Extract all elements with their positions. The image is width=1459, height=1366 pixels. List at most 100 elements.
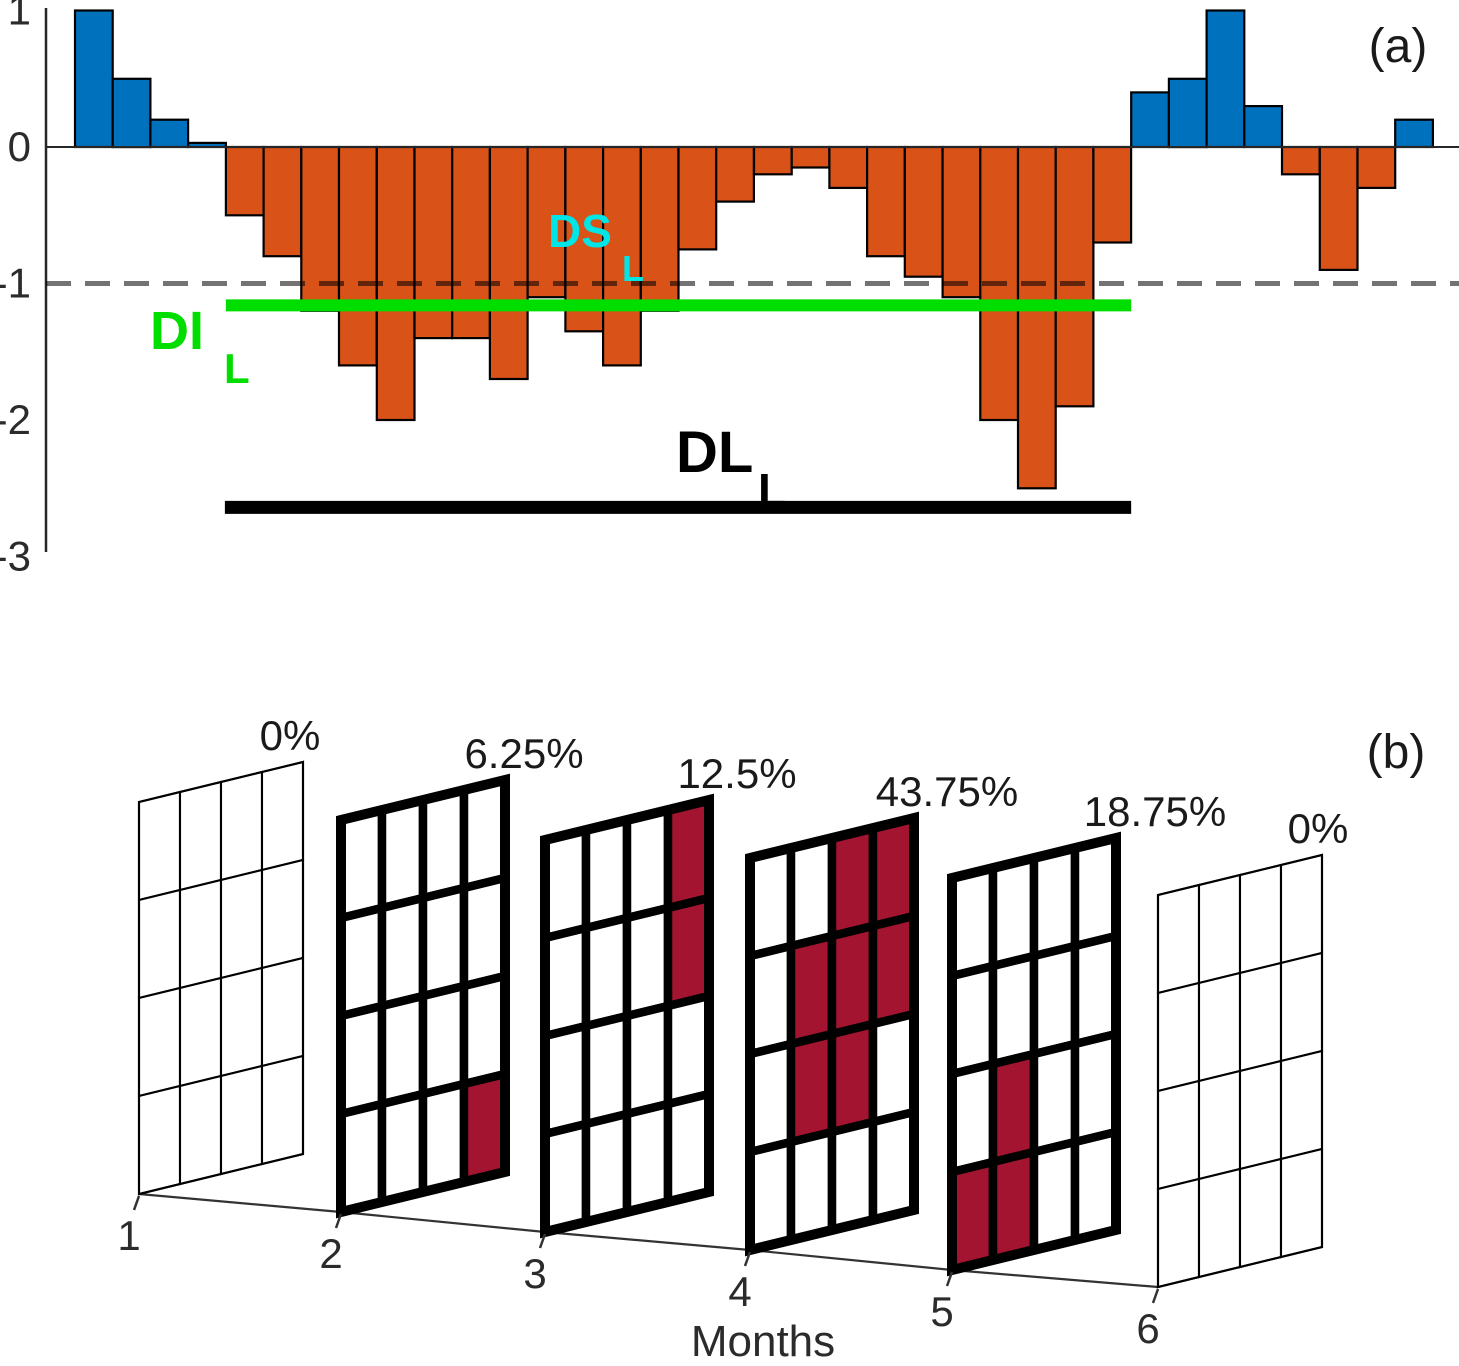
grid-cell <box>260 956 305 1068</box>
month-grid-1 <box>137 760 305 1196</box>
grid-cell <box>178 976 223 1088</box>
grid-outline <box>1156 853 1324 1289</box>
month-tick-label: 4 <box>728 1268 751 1315</box>
grid-cell <box>1070 832 1121 952</box>
grid-cell <box>418 980 469 1100</box>
bar-positive <box>1243 104 1284 149</box>
grid-cell <box>418 784 469 904</box>
di-label-subscript: L <box>224 345 250 392</box>
grid-cell <box>260 1054 305 1166</box>
grid-cell <box>1238 1157 1283 1269</box>
highlighted-cell <box>827 1018 878 1138</box>
grid-cell <box>1029 1136 1080 1256</box>
grid-cell <box>540 1020 591 1140</box>
ds-label-subscript: L <box>622 248 644 289</box>
grid-cell <box>219 868 264 980</box>
highlighted-cell <box>663 794 714 914</box>
grid-outline <box>947 831 1121 1277</box>
grid-cell <box>1029 940 1080 1060</box>
bar-negative <box>1318 145 1359 272</box>
month-tick-label: 1 <box>117 1212 140 1259</box>
grid-cell <box>663 990 714 1110</box>
grid-cell <box>622 1000 673 1120</box>
grid-cell <box>377 794 428 914</box>
grid-cell <box>178 1074 223 1186</box>
grid-cell <box>581 814 632 934</box>
y-tick-label: -1 <box>0 260 31 307</box>
grid-cell <box>377 1088 428 1208</box>
month-tick-label: 3 <box>523 1250 546 1297</box>
month-tick-label: 2 <box>319 1230 342 1277</box>
highlighted-cell <box>868 910 919 1030</box>
percent-label: 12.5% <box>677 750 796 797</box>
grid-cell <box>219 1064 264 1176</box>
highlighted-cell <box>786 930 837 1050</box>
grid-cell <box>1070 1126 1121 1246</box>
grid-cell <box>1279 1049 1324 1161</box>
bar-series <box>73 9 1434 490</box>
grid-cell <box>1029 842 1080 962</box>
grid-cell <box>1238 961 1283 1073</box>
grid-cell <box>1156 1177 1201 1289</box>
grid-cell <box>622 1098 673 1218</box>
y-tick-label: 1 <box>8 0 31 34</box>
bar-negative <box>601 145 642 367</box>
grid-cell <box>1197 1167 1242 1279</box>
dl-label: DL <box>676 420 753 485</box>
highlighted-cell <box>988 1048 1039 1168</box>
month-tick <box>1151 1288 1160 1304</box>
grid-outline <box>540 793 714 1239</box>
bar-negative <box>1356 145 1397 190</box>
grid-cell <box>745 940 796 1060</box>
bar-negative <box>941 145 982 299</box>
highlighted-cell <box>947 1156 998 1276</box>
grid-cell <box>988 852 1039 972</box>
highlighted-cell <box>988 1146 1039 1266</box>
grid-cell <box>137 888 182 1000</box>
grid-cell <box>260 760 305 872</box>
grid-cell <box>377 990 428 1110</box>
grid-cell <box>581 1108 632 1228</box>
grid-cell <box>745 842 796 962</box>
grid-cell <box>1238 863 1283 975</box>
grid-cell <box>336 1098 387 1218</box>
month-tick <box>743 1251 752 1267</box>
months-axis-line <box>138 1192 1159 1289</box>
bar-negative <box>337 145 378 367</box>
grid-cell <box>1070 1028 1121 1148</box>
month-grid-4 <box>745 811 919 1257</box>
month-tick-label: 6 <box>1136 1305 1159 1352</box>
grid-cell <box>459 774 510 894</box>
month-tick <box>538 1233 547 1249</box>
bar-positive <box>73 9 114 149</box>
grid-cell <box>868 1106 919 1226</box>
grid-cell <box>1238 1059 1283 1171</box>
grid-cell <box>336 902 387 1022</box>
grid-cell <box>219 770 264 882</box>
grid-cell <box>1279 951 1324 1063</box>
grid-cell <box>459 872 510 992</box>
grid-cell <box>336 804 387 924</box>
percent-label: 18.75% <box>1084 788 1226 835</box>
percent-label: 43.75% <box>876 768 1018 815</box>
bar-positive <box>1167 77 1208 149</box>
grid-cell <box>947 862 998 982</box>
grid-cell <box>137 790 182 902</box>
grid-cell <box>786 1126 837 1246</box>
grid-outline <box>137 760 305 1196</box>
grid-cell <box>947 1058 998 1178</box>
month-grid-2 <box>336 773 510 1219</box>
grid-cell <box>581 912 632 1032</box>
grid-cell <box>540 824 591 944</box>
y-tick-label: 0 <box>8 123 31 170</box>
bar-negative <box>224 145 265 217</box>
grid-cell <box>336 1000 387 1120</box>
grid-cell <box>988 950 1039 1070</box>
dl-label-subscript: L <box>758 464 786 516</box>
di-label: DI <box>150 301 204 361</box>
bar-positive <box>1394 118 1434 149</box>
month-grid-5 <box>947 831 1121 1277</box>
grid-cell <box>581 1010 632 1130</box>
panel-b: 0% 1 6.25% 2 12.5% 3 43.75% 4 18.75% 5 0% 6 Months (b… <box>117 712 1425 1366</box>
